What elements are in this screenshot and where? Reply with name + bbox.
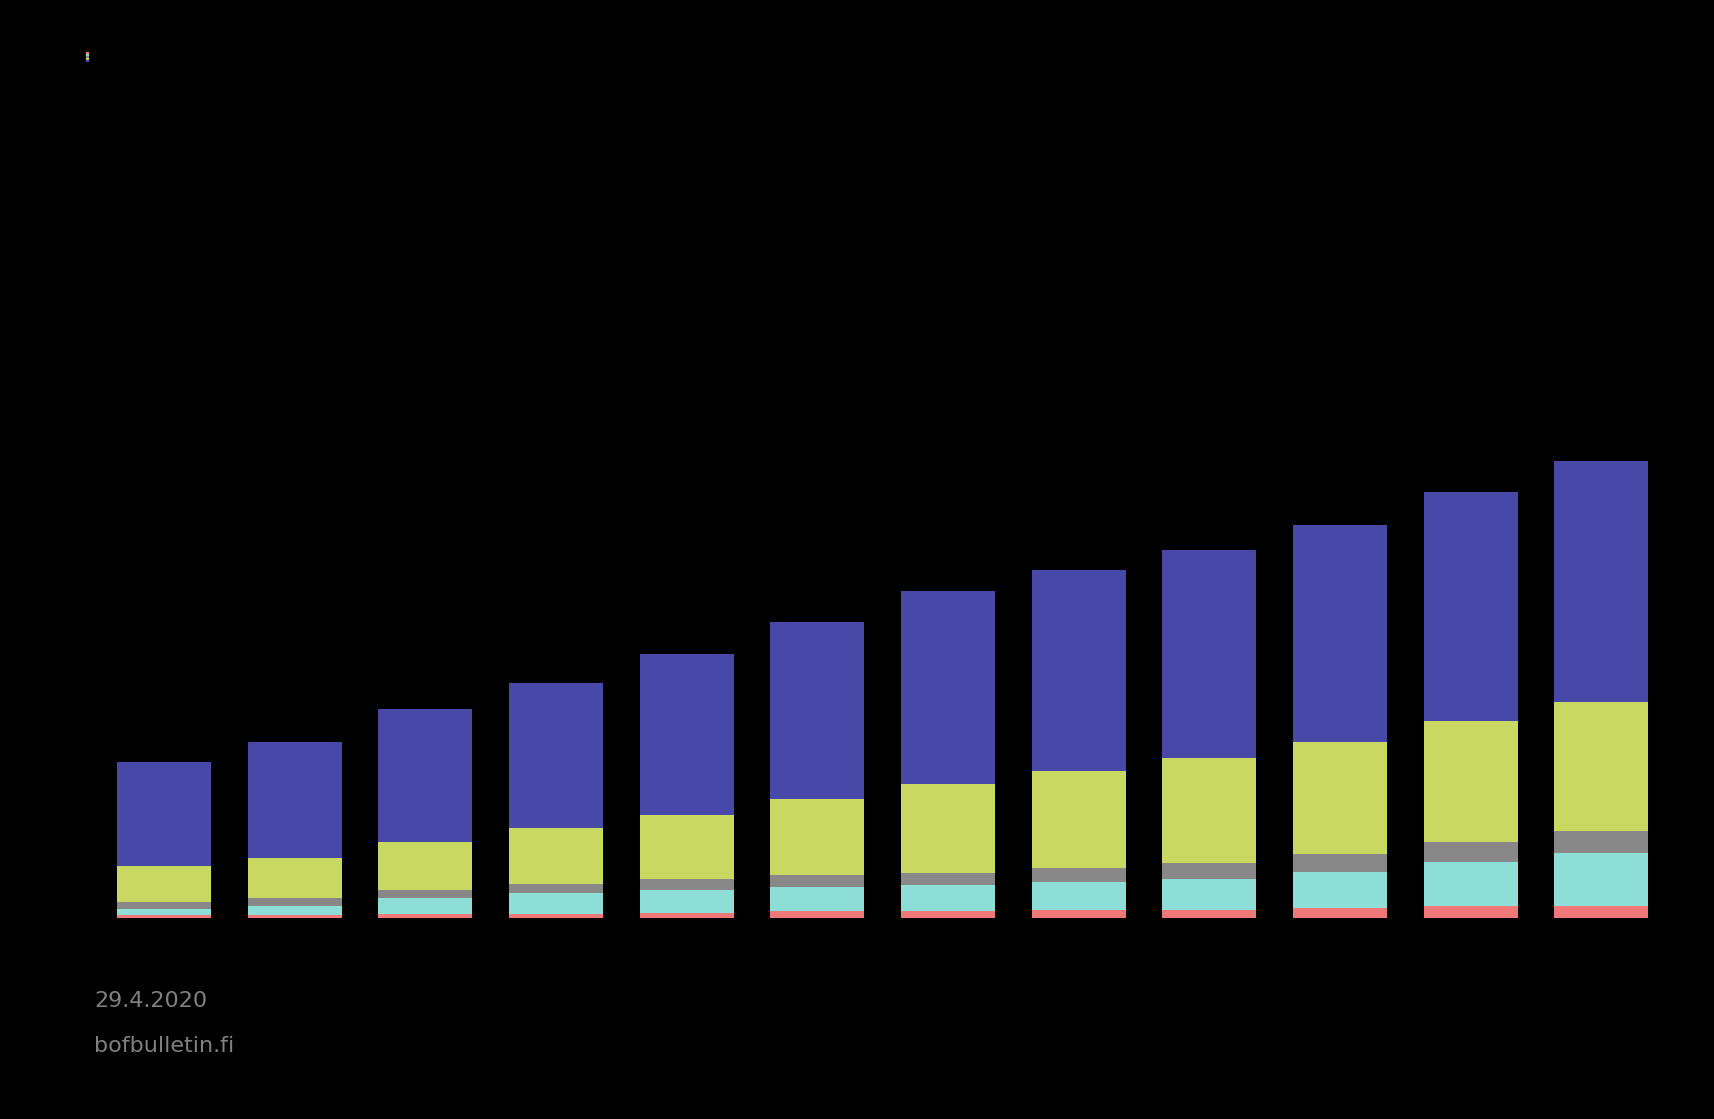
Bar (509, 683, 603, 828)
Bar (509, 893, 603, 913)
Bar (1555, 830, 1649, 854)
Bar (1292, 525, 1387, 742)
Text: 29.4.2020: 29.4.2020 (94, 991, 207, 1012)
Bar (1424, 841, 1517, 862)
Bar (1032, 882, 1126, 911)
Bar (1032, 911, 1126, 918)
Bar (1424, 906, 1517, 918)
Bar (379, 914, 473, 918)
Bar (117, 902, 211, 909)
Bar (1292, 872, 1387, 908)
Legend: , , , , : , , , , (86, 51, 87, 62)
Bar (1162, 863, 1256, 880)
Bar (509, 913, 603, 918)
Bar (1162, 549, 1256, 759)
Bar (1292, 854, 1387, 872)
Bar (902, 911, 996, 918)
Bar (1555, 905, 1649, 918)
Bar (1032, 571, 1126, 771)
Bar (379, 709, 473, 841)
Bar (639, 891, 734, 913)
Bar (117, 915, 211, 918)
Bar (902, 591, 996, 784)
Text: bofbulletin.fi: bofbulletin.fi (94, 1036, 235, 1056)
Bar (770, 622, 864, 799)
Bar (249, 915, 341, 918)
Bar (902, 885, 996, 911)
Bar (1032, 771, 1126, 867)
Bar (1032, 867, 1126, 882)
Bar (1424, 722, 1517, 841)
Bar (902, 873, 996, 885)
Bar (1555, 703, 1649, 830)
Bar (1162, 880, 1256, 910)
Bar (902, 784, 996, 873)
Bar (770, 911, 864, 918)
Bar (249, 905, 341, 915)
Bar (379, 899, 473, 914)
Bar (1555, 461, 1649, 703)
Bar (509, 884, 603, 893)
Bar (639, 880, 734, 891)
Bar (1292, 742, 1387, 854)
Bar (1162, 910, 1256, 918)
Bar (639, 913, 734, 918)
Bar (639, 815, 734, 880)
Bar (249, 858, 341, 899)
Bar (509, 828, 603, 884)
Bar (117, 762, 211, 866)
Bar (249, 742, 341, 858)
Bar (1162, 759, 1256, 863)
Bar (249, 899, 341, 905)
Bar (1555, 854, 1649, 905)
Bar (770, 887, 864, 911)
Bar (1424, 492, 1517, 722)
Bar (1424, 862, 1517, 906)
Bar (379, 841, 473, 891)
Bar (117, 866, 211, 902)
Bar (770, 875, 864, 887)
Bar (117, 909, 211, 915)
Bar (1292, 908, 1387, 918)
Bar (379, 891, 473, 899)
Bar (639, 653, 734, 815)
Bar (770, 799, 864, 875)
